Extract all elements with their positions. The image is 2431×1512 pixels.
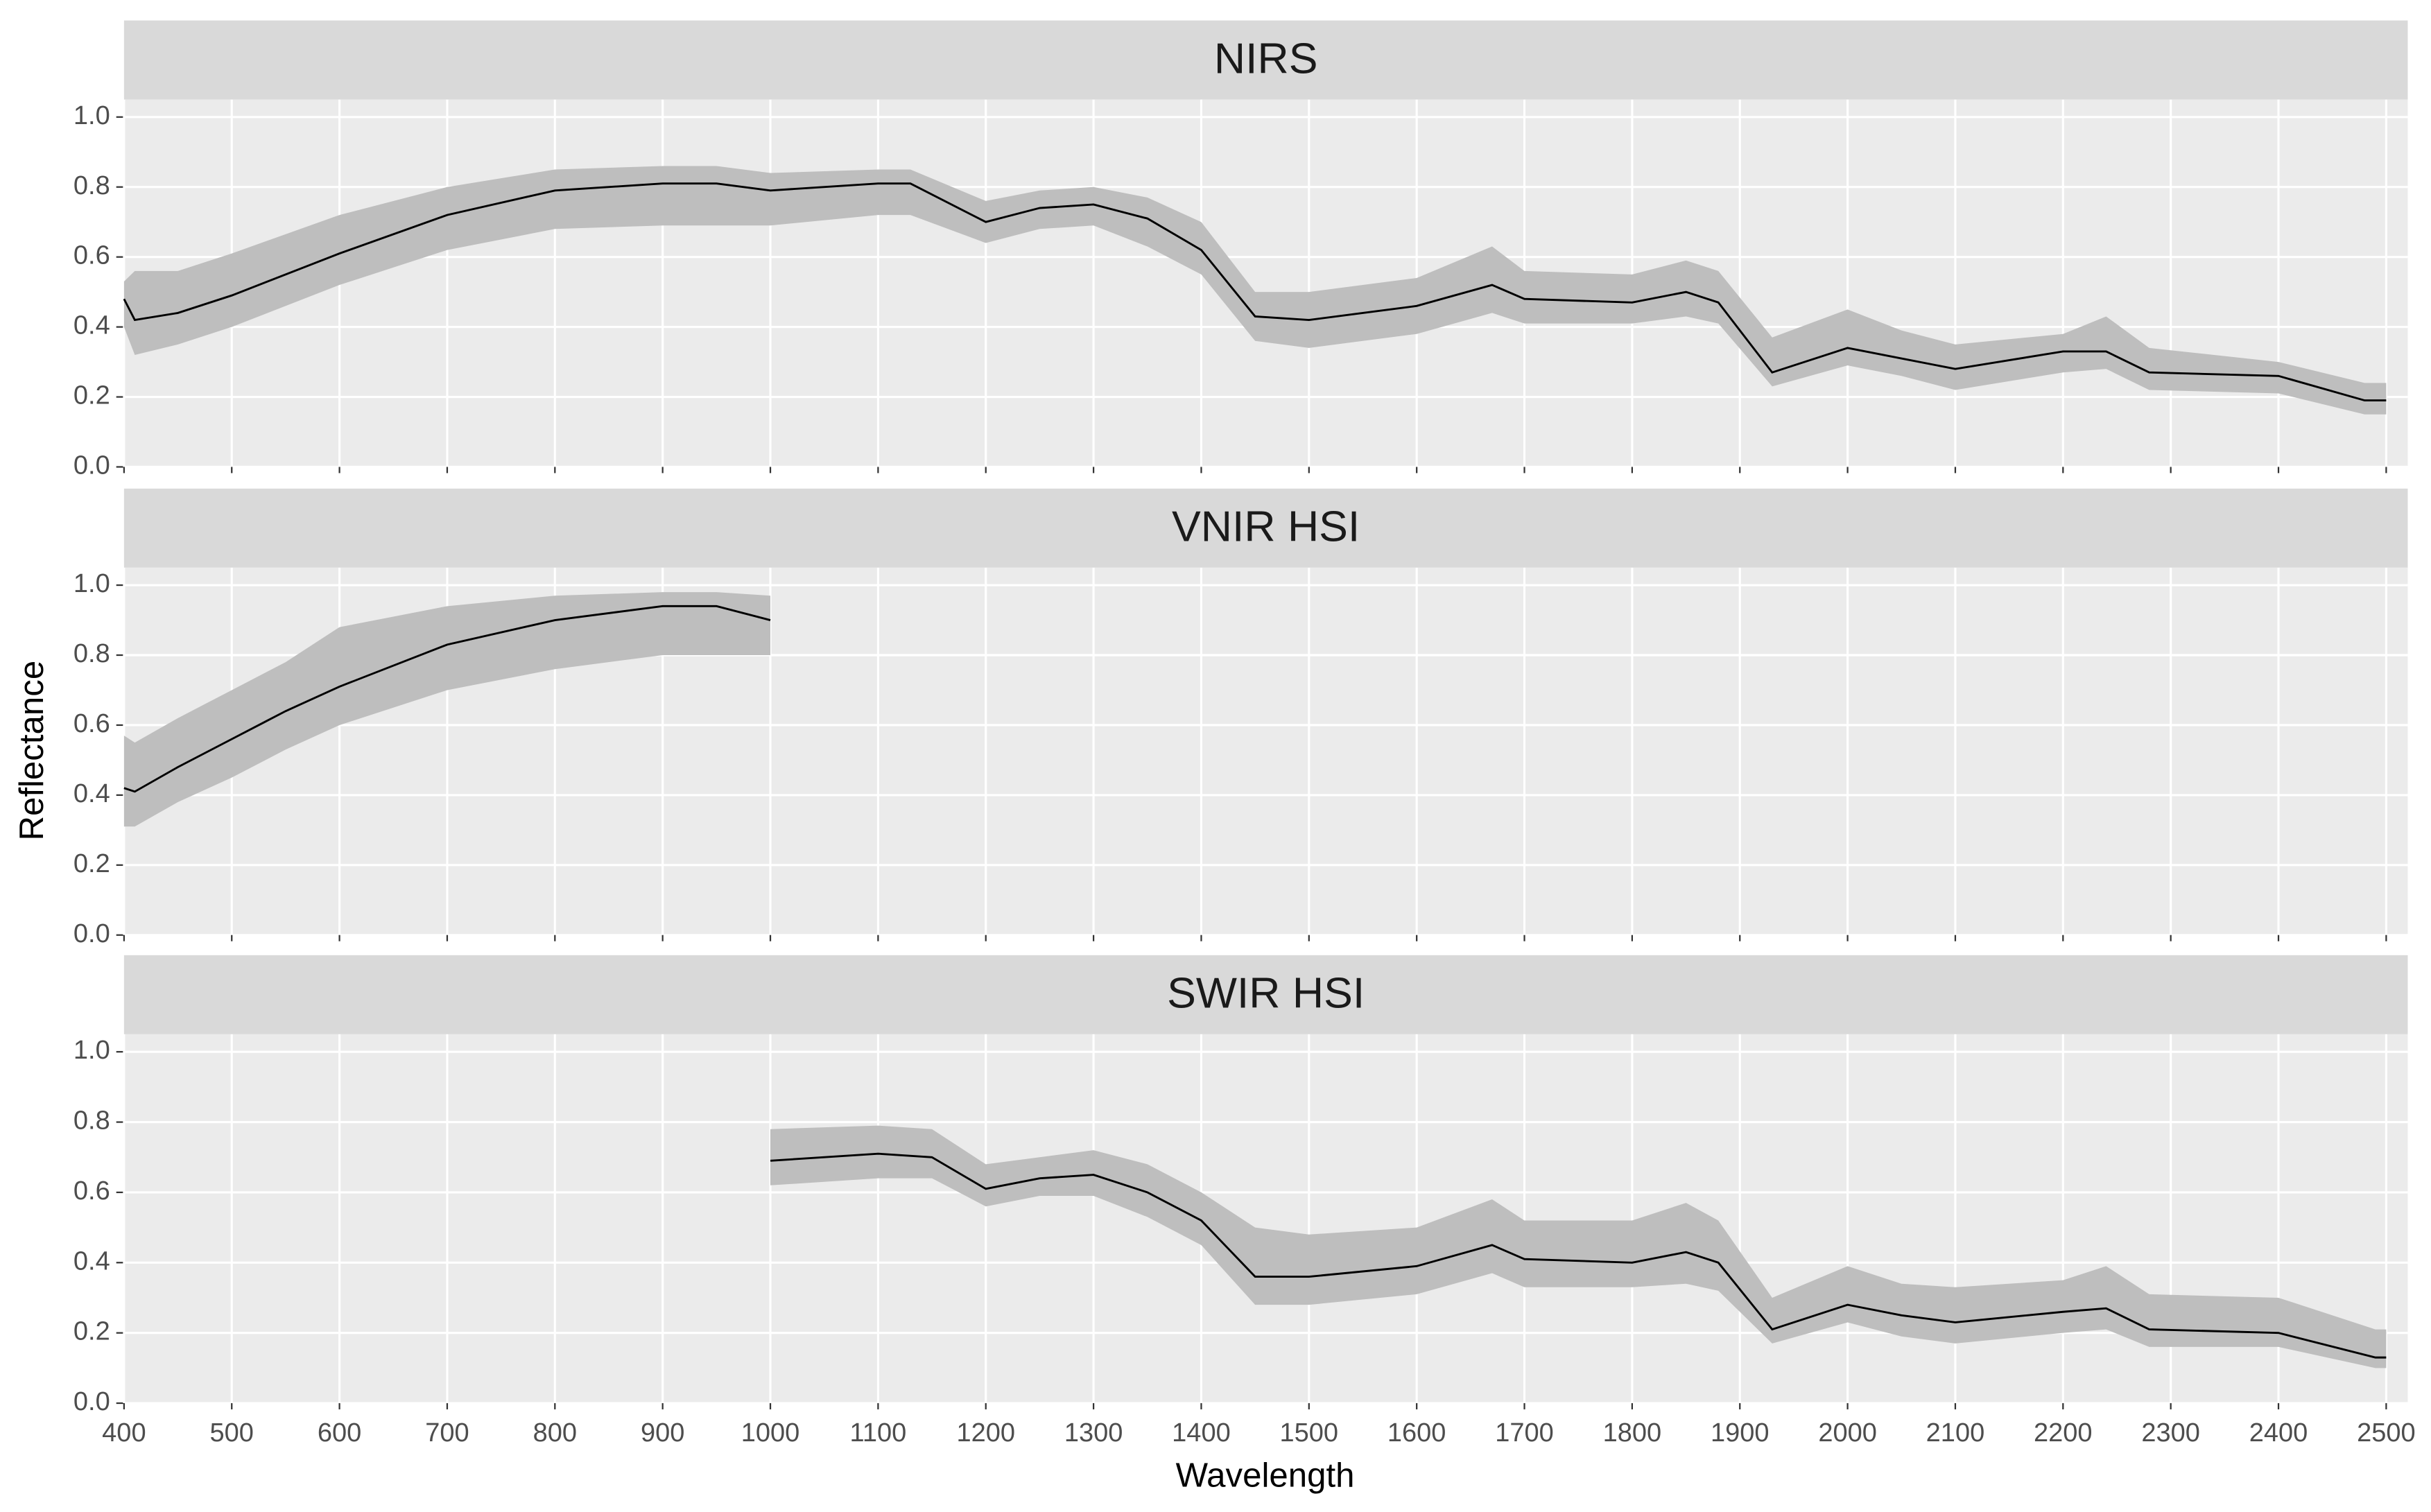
x-tick-label: 2500 [2357, 1418, 2416, 1448]
x-tick-label: 1200 [956, 1418, 1015, 1448]
x-tick-label: 1000 [741, 1418, 800, 1448]
facet-strip [123, 488, 2408, 568]
x-axis-label: Wavelength [1176, 1456, 1355, 1494]
x-tick-label: 2200 [2034, 1418, 2093, 1448]
x-tick-label: 800 [533, 1418, 577, 1448]
y-tick-label: 0.6 [73, 709, 110, 738]
x-tick-label: 1700 [1495, 1418, 1554, 1448]
x-tick-label: 2100 [1926, 1418, 1985, 1448]
x-tick-label: 900 [641, 1418, 684, 1448]
y-tick-label: 1.0 [73, 1036, 110, 1065]
x-tick-label: 1900 [1711, 1418, 1770, 1448]
mean-line [123, 605, 771, 793]
x-tick-label: 1100 [850, 1418, 907, 1448]
y-tick-label: 0.6 [73, 1176, 110, 1206]
error-band [123, 592, 771, 827]
plot-panel [123, 99, 2408, 467]
mean-line [770, 1152, 2387, 1359]
y-tick-label: 0.2 [73, 1317, 110, 1346]
x-tick-label: 2300 [2141, 1418, 2200, 1448]
x-tick-label: 400 [102, 1418, 146, 1448]
x-tick-label: 1600 [1387, 1418, 1446, 1448]
y-tick-label: 0.2 [73, 381, 110, 410]
y-tick-label: 1.0 [73, 101, 110, 130]
error-band [770, 1125, 2387, 1368]
x-tick-label: 1400 [1172, 1418, 1231, 1448]
y-tick-label: 0.4 [73, 779, 110, 808]
x-tick-label: 2000 [1818, 1418, 1877, 1448]
x-tick-label: 1500 [1280, 1418, 1339, 1448]
x-tick-label: 2400 [2249, 1418, 2308, 1448]
y-axis-label: Reflectance [12, 661, 51, 841]
mean-line [123, 182, 2387, 402]
facet-title: VNIR HSI [1172, 503, 1360, 551]
x-tick-label: 600 [318, 1418, 361, 1448]
x-tick-label: 1800 [1603, 1418, 1662, 1448]
facet-title: NIRS [1214, 34, 1318, 82]
y-tick-label: 0.0 [73, 451, 110, 480]
x-tick-label: 500 [210, 1418, 254, 1448]
y-tick-label: 0.8 [73, 1106, 110, 1136]
x-tick-label: 1300 [1064, 1418, 1123, 1448]
y-tick-label: 0.4 [73, 311, 110, 340]
y-tick-label: 0.4 [73, 1246, 110, 1276]
x-tick-label: 700 [425, 1418, 469, 1448]
error-band [123, 166, 2387, 415]
plot-panel [123, 1034, 2408, 1404]
y-tick-label: 1.0 [73, 569, 110, 598]
y-tick-label: 0.6 [73, 241, 110, 270]
y-tick-label: 0.0 [73, 1387, 110, 1416]
facet-strip [123, 20, 2408, 100]
y-tick-label: 0.8 [73, 171, 110, 200]
facet-title: SWIR HSI [1167, 969, 1365, 1018]
facet-strip [123, 955, 2408, 1034]
y-tick-label: 0.2 [73, 849, 110, 878]
y-tick-label: 0.8 [73, 639, 110, 668]
y-tick-label: 0.0 [73, 919, 110, 948]
